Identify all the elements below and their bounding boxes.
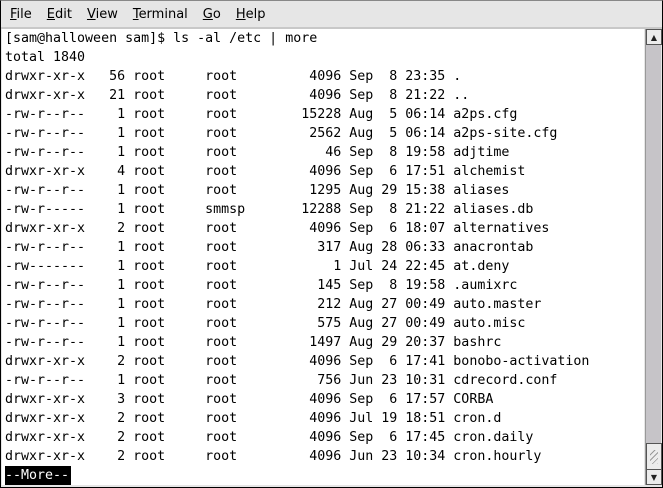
output-line: -rw-r--r-- 1 root root 46 Sep 8 19:58 ad… <box>5 145 510 160</box>
menu-help[interactable]: Help <box>235 6 266 22</box>
menu-terminal[interactable]: Terminal <box>132 6 188 22</box>
menu-edit[interactable]: Edit <box>46 6 72 22</box>
vertical-scrollbar[interactable]: ▲ ▼ <box>645 29 662 485</box>
output-line: -rw-r--r-- 1 root root 1497 Aug 29 20:37… <box>5 335 502 350</box>
output-line: drwxr-xr-x 2 root root 4096 Jun 23 10:34… <box>5 449 542 464</box>
output-line: drwxr-xr-x 2 root root 4096 Sep 6 17:41 … <box>5 354 590 369</box>
output-line: -rw-r--r-- 1 root root 575 Aug 27 00:49 … <box>5 316 526 331</box>
output-line: drwxr-xr-x 56 root root 4096 Sep 8 23:35… <box>5 69 462 84</box>
menu-file[interactable]: File <box>10 6 32 22</box>
scroll-down-arrow-icon[interactable]: ▼ <box>646 469 662 485</box>
menu-view[interactable]: View <box>86 6 118 22</box>
output-line: drwxr-xr-x 2 root root 4096 Jul 19 18:51… <box>5 411 502 426</box>
output-line: drwxr-xr-x 4 root root 4096 Sep 6 17:51 … <box>5 164 526 179</box>
scroll-up-arrow-icon[interactable]: ▲ <box>646 29 662 45</box>
output-line: -rw------- 1 root root 1 Jul 24 22:45 at… <box>5 259 510 274</box>
terminal-output[interactable]: [sam@halloween sam]$ ls -al /etc | more t… <box>2 29 644 485</box>
menu-bar: File Edit View Terminal Go Help <box>1 1 662 29</box>
pager-line: --More-- <box>2 466 644 485</box>
output-line: -rw-r--r-- 1 root root 15228 Aug 5 06:14… <box>5 107 518 122</box>
command-line: [sam@halloween sam]$ ls -al /etc | more <box>5 31 318 46</box>
output-lines: [sam@halloween sam]$ ls -al /etc | more t… <box>2 29 644 466</box>
output-line: -rw-r--r-- 1 root root 212 Aug 27 00:49 … <box>5 297 542 312</box>
scrollbar-thumb[interactable] <box>646 443 662 471</box>
output-line: drwxr-xr-x 2 root root 4096 Sep 6 18:07 … <box>5 221 550 236</box>
output-line: -rw-r--r-- 1 root root 756 Jun 23 10:31 … <box>5 373 558 388</box>
output-line: -rw-r--r-- 1 root root 317 Aug 28 06:33 … <box>5 240 534 255</box>
output-line: -rw-r----- 1 root smmsp 12288 Sep 8 21:2… <box>5 202 534 217</box>
output-line: -rw-r--r-- 1 root root 2562 Aug 5 06:14 … <box>5 126 558 141</box>
output-line: -rw-r--r-- 1 root root 145 Sep 8 19:58 .… <box>5 278 518 293</box>
output-line: drwxr-xr-x 2 root root 4096 Sep 6 17:45 … <box>5 430 534 445</box>
more-prompt: --More-- <box>5 466 72 485</box>
output-line: drwxr-xr-x 3 root root 4096 Sep 6 17:57 … <box>5 392 494 407</box>
grip-icon <box>650 450 658 464</box>
output-line: drwxr-xr-x 21 root root 4096 Sep 8 21:22… <box>5 88 470 103</box>
output-line: total 1840 <box>5 50 86 65</box>
output-line: -rw-r--r-- 1 root root 1295 Aug 29 15:38… <box>5 183 510 198</box>
menu-go[interactable]: Go <box>202 6 221 22</box>
